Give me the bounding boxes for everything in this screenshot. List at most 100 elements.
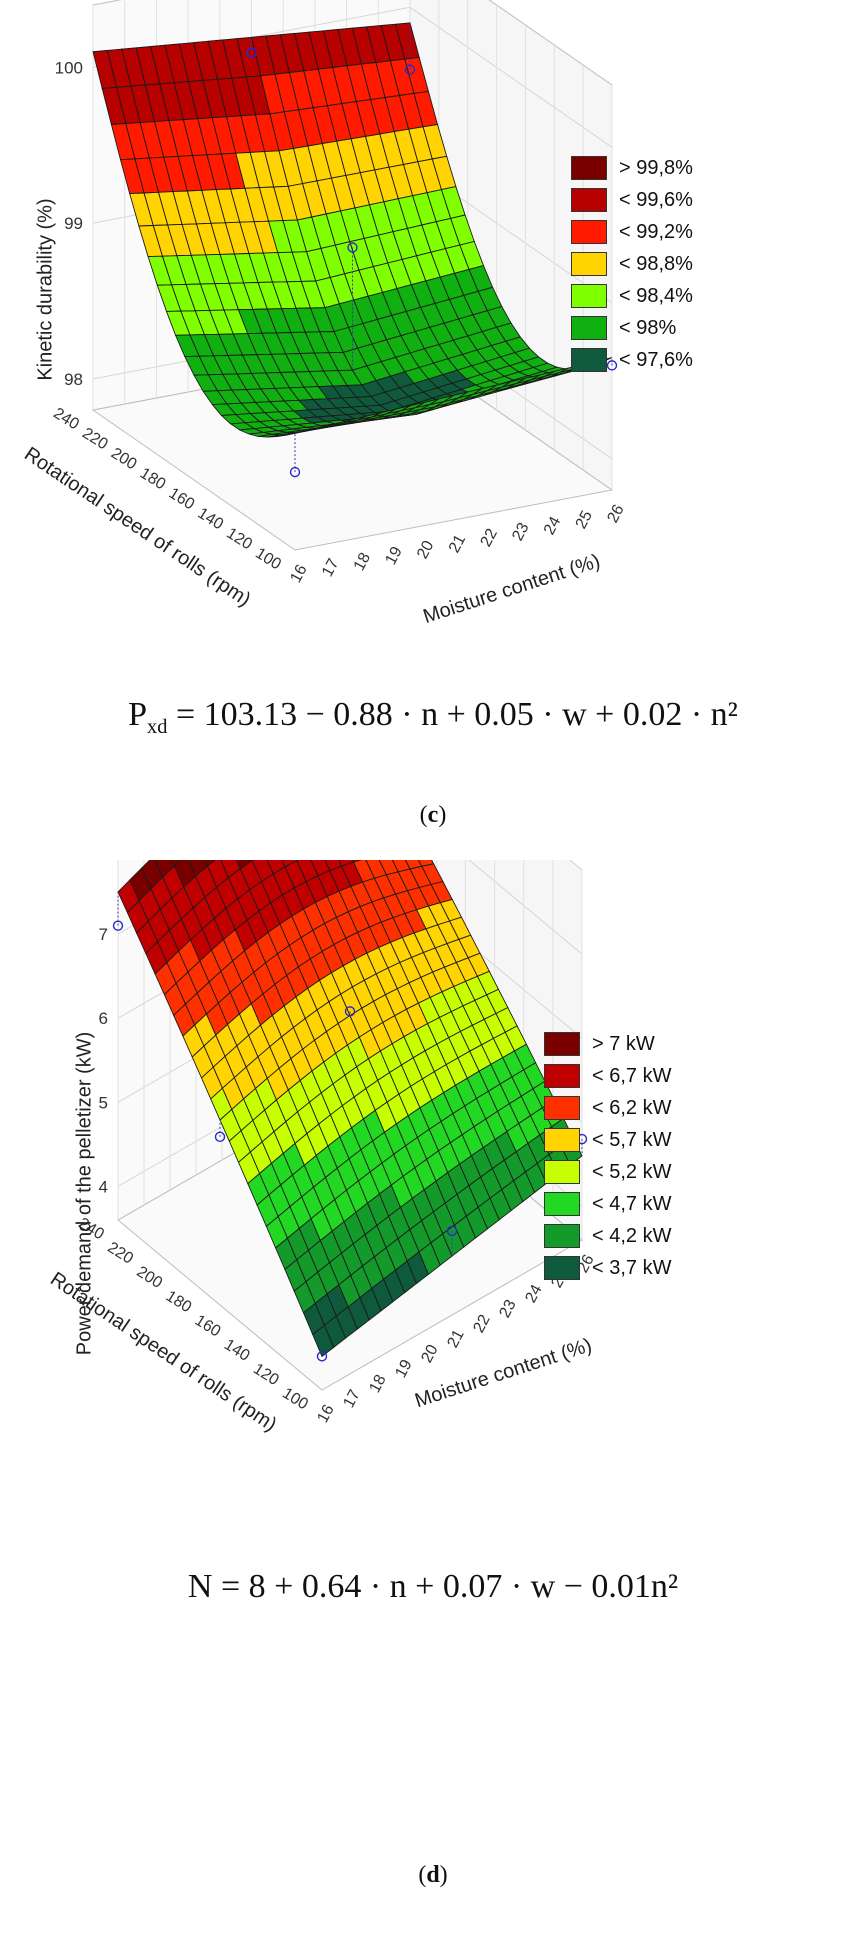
x-tick-label: 24 — [541, 514, 564, 538]
z-tick-label: 99 — [64, 214, 83, 233]
legend-swatch — [571, 156, 607, 180]
legend-label: > 7 kW — [592, 1032, 655, 1055]
x-tick-label: 22 — [478, 526, 501, 550]
legend-label: < 99,6% — [619, 188, 693, 211]
figure-caption: (c) — [0, 802, 866, 829]
legend: > 7 kW < 6,7 kW < 6,2 kW < 5,7 kW < 5,2 … — [544, 1028, 671, 1284]
legend-label: < 97,6% — [619, 348, 693, 371]
legend-item: > 99,8% — [571, 152, 693, 184]
y-tick-label: 180 — [163, 1288, 195, 1317]
legend-swatch — [571, 284, 607, 308]
x-tick-label: 26 — [574, 1252, 597, 1276]
legend-swatch — [544, 1192, 580, 1216]
z-tick-label: 100 — [55, 58, 83, 77]
legend-label: < 6,2 kW — [592, 1096, 672, 1119]
z-tick-label: 7 — [99, 925, 108, 944]
data-point — [112, 920, 124, 931]
x-tick-label: 20 — [414, 538, 437, 562]
y-tick-label: 160 — [166, 485, 198, 514]
figure-caption: (d) — [0, 1862, 866, 1889]
equation-rhs: = 8 + 0.64 · n + 0.07 · w − 0.01n² — [212, 1568, 679, 1605]
legend-label: < 4,2 kW — [592, 1224, 672, 1247]
x-axis-label: Moisture content (%) — [421, 550, 603, 628]
legend-item: < 5,2 kW — [544, 1156, 671, 1188]
equation-lhs: N — [187, 1568, 213, 1605]
y-tick-label: 220 — [79, 425, 111, 454]
data-point — [316, 1351, 328, 1362]
legend: > 99,8% < 99,6% < 99,2% < 98,8% < 98,4% … — [571, 152, 693, 376]
caption-open: ( — [419, 802, 428, 828]
equation: N = 8 + 0.64 · n + 0.07 · w − 0.01n² — [0, 1568, 866, 1611]
y-tick-label: 200 — [134, 1263, 166, 1292]
y-tick-label: 140 — [221, 1336, 253, 1365]
legend-label: < 99,2% — [619, 220, 693, 243]
legend-swatch — [544, 1224, 580, 1248]
x-tick-label: 23 — [496, 1297, 519, 1321]
legend-swatch — [544, 1128, 580, 1152]
legend-label: < 98,8% — [619, 252, 693, 275]
legend-item: < 99,2% — [571, 216, 693, 248]
legend-swatch — [571, 252, 607, 276]
x-tick-label: 23 — [509, 520, 532, 544]
legend-swatch — [544, 1032, 580, 1056]
data-point — [446, 1225, 458, 1237]
legend-item: < 98,4% — [571, 280, 693, 312]
data-point — [289, 466, 301, 478]
legend-swatch — [544, 1096, 580, 1120]
legend-item: < 4,7 kW — [544, 1188, 671, 1220]
legend-item: < 6,7 kW — [544, 1060, 671, 1092]
z-tick-label: 98 — [64, 370, 83, 389]
equation-lhs: P — [128, 696, 148, 733]
z-tick-label: 6 — [99, 1009, 108, 1028]
x-tick-label: 17 — [340, 1387, 363, 1411]
legend-item: < 97,6% — [571, 344, 693, 376]
x-tick-label: 16 — [314, 1402, 337, 1426]
y-tick-label: 160 — [192, 1312, 224, 1341]
legend-label: < 98% — [619, 316, 677, 339]
legend-swatch — [571, 316, 607, 340]
y-tick-label: 200 — [108, 445, 140, 474]
x-tick-label: 21 — [444, 1327, 467, 1351]
x-tick-label: 19 — [382, 544, 405, 568]
legend-swatch — [571, 220, 607, 244]
x-tick-label: 18 — [351, 550, 374, 574]
legend-item: < 98% — [571, 312, 693, 344]
x-tick-label: 22 — [470, 1312, 493, 1336]
x-tick-label: 24 — [522, 1282, 545, 1306]
legend-label: < 4,7 kW — [592, 1192, 672, 1215]
data-point — [404, 64, 416, 75]
x-axis-label: Moisture content (%) — [412, 1334, 594, 1412]
equation-rhs: = 103.13 − 0.88 · n + 0.05 · w + 0.02 · … — [167, 696, 738, 733]
data-point — [606, 360, 618, 371]
y-tick-label: 180 — [137, 465, 169, 494]
data-point — [246, 47, 257, 59]
response-surface — [117, 860, 583, 1358]
chart-panel-d: 4567810012014016018020022024016171819202… — [0, 860, 866, 1933]
legend-item: < 4,2 kW — [544, 1220, 671, 1252]
z-axis-label: Kinetic durability (%) — [34, 198, 57, 381]
y-tick-label: 120 — [250, 1361, 282, 1390]
z-tick-label: 4 — [99, 1177, 108, 1196]
surface-plot-d: 4567810012014016018020022024016171819202… — [46, 860, 598, 1436]
z-axis-label: Power demand of the pelletizer (kW) — [73, 1031, 96, 1356]
caption-close: ) — [439, 1862, 448, 1888]
data-point — [214, 1131, 226, 1143]
data-point — [344, 1006, 356, 1017]
x-tick-label: 25 — [573, 508, 596, 532]
chart-panel-c: 98 99 100 100 120 140 160 180 200 220 240 16 17 18 19 2… — [0, 0, 866, 860]
y-tick-label: 100 — [252, 545, 284, 574]
response-surface — [92, 22, 613, 438]
x-tick-label: 18 — [366, 1372, 389, 1396]
y-tick-label: 100 — [279, 1385, 311, 1414]
data-point — [347, 242, 358, 253]
legend-swatch — [544, 1064, 580, 1088]
caption-letter: c — [427, 802, 439, 828]
legend-item: < 99,6% — [571, 184, 693, 216]
z-tick-label: 5 — [99, 1093, 108, 1112]
y-tick-label: 120 — [223, 525, 255, 554]
legend-label: < 6,7 kW — [592, 1064, 672, 1087]
legend-swatch — [571, 188, 607, 212]
y-tick-label: 240 — [50, 405, 82, 434]
legend-item: < 3,7 kW — [544, 1252, 671, 1284]
